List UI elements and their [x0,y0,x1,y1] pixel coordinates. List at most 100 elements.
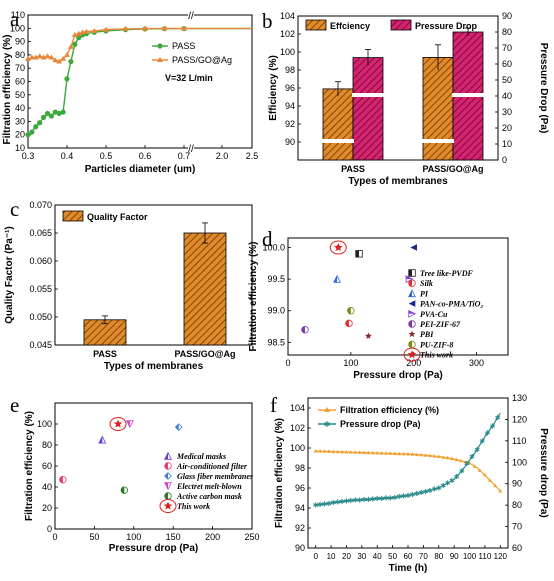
f-point-pressure: ✱ [474,446,480,454]
b-category-label: PASS/GO@Ag [422,164,483,174]
f-xtick-label: 70 [419,552,428,561]
f-point-efficiency [498,489,503,493]
a-annotation: V=32 L/min [165,73,213,83]
a-point-passgo [60,55,67,61]
f-point-efficiency [392,451,397,456]
d-point [329,240,347,255]
a-break-gap-top [188,11,194,19]
a-legend-marker-passgo [157,57,163,62]
d-point [410,244,418,251]
e-xtick-label: 250 [244,532,259,542]
f-point-pressure: ✱ [409,491,415,499]
f-point-efficiency [488,478,493,482]
a-point-pass [33,124,39,130]
d-xtick-label: 100 [343,358,358,368]
a-ytick-label: 40 [15,103,25,113]
e-legend-label: Active carbon mask [176,492,242,501]
b-bar-efficiency [422,57,454,161]
a-break-mark-top: // [188,11,194,22]
f-xtick-label: 20 [342,552,351,561]
a-point-passgo [40,54,47,60]
e-point [109,417,127,431]
b-bar-pressure [352,57,384,161]
e-legend-marker-ring [159,499,177,513]
f-xtick-label: 110 [479,552,492,561]
e-legend-marker [159,499,177,513]
f-point-efficiency [441,455,446,459]
d-xlabel: Pressure drop (Pa) [353,370,442,381]
d-legend-marker [408,269,416,277]
f-point-pressure: ✱ [423,488,429,496]
f-point-efficiency [406,452,410,456]
f-point-efficiency [477,468,482,472]
f-point-efficiency [458,458,463,463]
a-ytick-label: 100 [10,23,25,33]
d-point [365,332,372,339]
f-xtick-label: 80 [434,552,443,561]
f-ytick-left-label: 104 [290,403,305,413]
a-point-passgo [83,28,90,34]
a-point-pass [25,132,31,138]
a-ytick-label: 10 [15,143,25,153]
a-point-passgo [103,26,109,32]
f-point-pressure: ✱ [370,496,376,504]
d-ytick-label: 100.0 [262,242,285,252]
d-point-fill [301,326,305,334]
f-point-efficiency [449,456,454,461]
a-point-passgo [44,53,51,59]
c-legend-label: Quality Factor [87,212,148,222]
f-point-pressure: ✱ [357,496,363,504]
b-ytick-left-label: 94 [285,101,295,111]
d-legend-marker [408,279,416,287]
d-legend-label: PI [420,289,429,298]
f-ylabel-right: Pressure drop (Pa) [538,428,549,517]
f-point-pressure: ✱ [335,499,341,507]
a-ytick-label: 110 [11,10,25,20]
e-legend-marker [164,482,172,491]
f-point-pressure: ✱ [330,499,336,507]
e-xtick-label: 100 [126,532,141,542]
d-ytick-label: 99.0 [267,306,285,316]
a-xtick-label: 0.3 [22,151,35,161]
f-point-pressure: ✱ [440,482,446,490]
d-legend-marker [408,330,416,338]
e-ytick-label: 0 [47,524,52,534]
f-point-pressure: ✱ [387,494,393,502]
d-point [333,274,341,283]
e-ylabel: Filtration efficiency (%) [24,411,35,521]
f-point-efficiency [436,454,441,458]
f-point-pressure: ✱ [459,467,465,475]
b-ytick-left-label: 92 [285,119,295,129]
d-legend-marker-fill [408,269,412,277]
f-point-pressure: ✱ [401,493,407,501]
f-xtick-label: 90 [450,552,459,561]
d-point-fill [355,250,360,258]
e-point-star [113,419,123,428]
f-point-pressure: ✱ [418,489,424,497]
f-point-pressure: ✱ [431,486,437,494]
f-point-efficiency [472,464,477,468]
f-xtick-label: 30 [357,552,366,561]
f-point-efficiency [427,453,432,458]
a-point-passgo [36,53,43,59]
f-point-pressure: ✱ [479,437,485,445]
a-point-passgo [91,27,98,33]
f-point-efficiency [318,449,323,453]
c-ylabel: Quality Factor (Pa⁻¹) [4,226,15,324]
f-point-pressure: ✱ [326,500,332,508]
a-point-pass [44,110,51,117]
b-break-band [322,139,354,143]
f-ytick-right-label: 120 [512,414,527,424]
f-ytick-left-label: 98 [295,463,305,473]
f-xtick-label: 10 [327,552,336,561]
f-point-pressure: ✱ [313,502,319,510]
a-point-passgo [67,43,74,49]
a-point-passgo [181,25,187,31]
d-legend-label: PU-ZIF-8 [420,340,453,349]
a-point-passgo [75,30,82,36]
f-point-pressure: ✱ [374,495,380,503]
c-bar-quality [183,232,227,346]
f-point-efficiency [348,450,353,454]
a-point-pass [41,114,47,121]
f-point-pressure: ✱ [449,477,455,485]
